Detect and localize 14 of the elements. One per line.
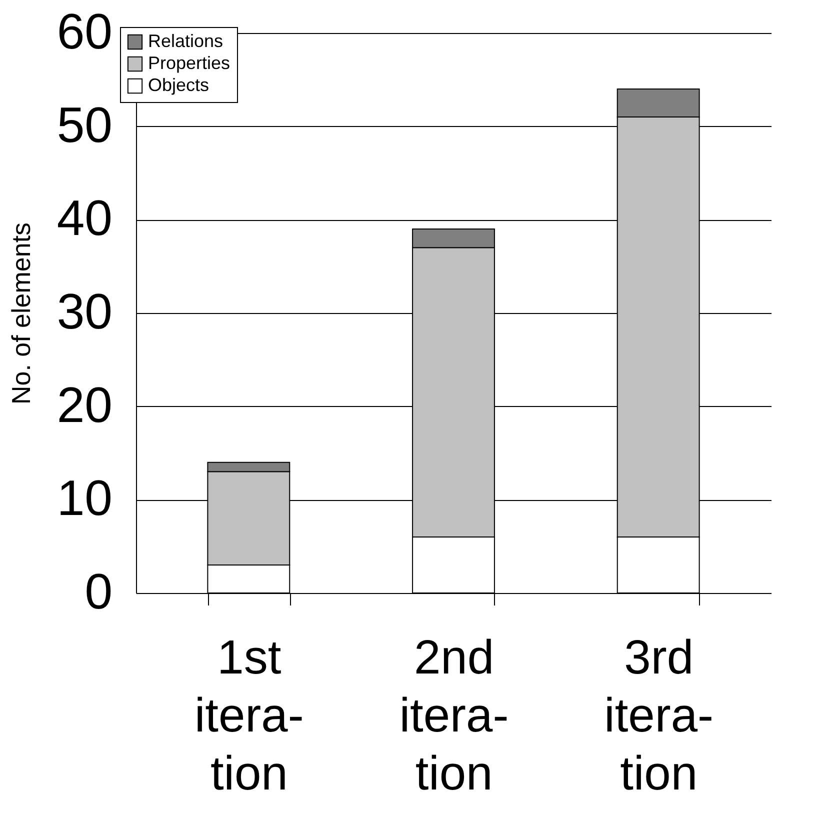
legend-label: Relations [148,31,224,51]
y-tick-label: 30 [56,284,112,340]
y-tick-label: 10 [56,470,112,526]
legend-label: Properties [148,53,230,73]
x-tick-label: 2nd itera- tion [399,632,509,800]
y-tick-label: 0 [84,564,112,620]
y-tick-label: 50 [56,96,112,153]
legend-label: Objects [148,75,210,95]
y-tick-label: 60 [56,4,112,60]
y-tick-label: 40 [56,190,112,246]
x-tick-label: 3rd itera- tion [604,632,714,800]
y-axis-title: No. of elements [6,222,36,405]
x-tick-label: 1st itera- tion [194,632,304,800]
y-tick-label: 20 [56,376,112,433]
